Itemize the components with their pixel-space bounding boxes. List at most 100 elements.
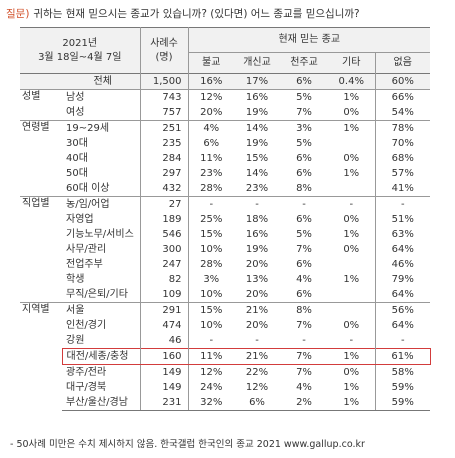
value-cell	[328, 257, 375, 272]
data-row: 인천/경기 474 10% 20% 7% 0% 64%	[20, 318, 430, 333]
question-prefix: 질문)	[6, 8, 30, 20]
row-label: 전체	[62, 73, 140, 90]
value-cell: 1%	[328, 120, 375, 136]
value-cell: 56%	[374, 302, 430, 318]
row-label: 30대	[66, 137, 88, 149]
row-label: 전업주부	[66, 258, 103, 270]
value-cell: 15%	[187, 227, 234, 242]
sample-size: 546	[139, 227, 188, 242]
value-cell: 0%	[343, 213, 360, 225]
value-cell: 54%	[374, 105, 430, 121]
value-cell: -	[374, 333, 430, 349]
data-row: 60대 이상 432 28% 23% 8% 41%	[20, 181, 430, 197]
sample-size: 432	[139, 181, 188, 197]
value-cell: 46%	[374, 257, 430, 272]
value-cell: 7%	[296, 106, 312, 118]
value-cell: 4%	[187, 120, 234, 136]
value-cell: 19%	[245, 243, 269, 255]
value-cell: 13%	[245, 273, 269, 285]
row-label: 남성	[62, 89, 140, 105]
data-row: 연령별 19~29세 251 4% 14% 3% 1% 78%	[20, 120, 430, 197]
value-cell: 1%	[328, 89, 375, 105]
sample-size: 757	[139, 105, 188, 121]
religion-header: 현재 믿는 종교	[187, 27, 430, 53]
footer: - 50사례 미만은 수치 제시하지 않음. 한국갤럽 한국인의 종교 2021…	[10, 439, 365, 450]
sample-size: 251	[139, 120, 188, 136]
value-cell: 3%	[187, 272, 234, 287]
value-cell: 0%	[343, 152, 360, 164]
question-text: 귀하는 현재 믿으시는 종교가 있습니까? (있다면) 어느 종교를 믿으십니까…	[33, 8, 360, 20]
value-cell	[328, 287, 375, 303]
row-label: 서울	[62, 302, 140, 318]
data-row: 직업별 농/임/어업 27- - - - -	[20, 196, 430, 303]
value-cell: 10%	[187, 287, 234, 303]
row-label: 50대	[66, 167, 88, 179]
data-row: 부산/울산/경남 231 32% 6% 2% 1% 59%	[20, 395, 430, 411]
row-label: 60대 이상	[66, 182, 110, 194]
sample-size: 297	[139, 166, 188, 181]
row-label: 19~29세	[62, 120, 140, 136]
value-cell: 5%	[296, 137, 312, 149]
value-cell: 6%	[234, 395, 280, 411]
column-header: 없음	[374, 52, 430, 74]
value-cell: 6%	[296, 213, 312, 225]
sample-size: 474	[139, 318, 188, 333]
row-label: 기능노무/서비스	[66, 228, 134, 240]
value-cell: 14%	[234, 120, 280, 136]
sample-size: 27	[139, 196, 188, 212]
value-cell: 16%	[234, 89, 280, 105]
sample-size: 149	[139, 364, 188, 380]
value-cell: 7%	[280, 348, 328, 365]
value-cell: 25%	[187, 212, 234, 227]
sample-size: 235	[139, 136, 188, 151]
column-header: 불교	[187, 52, 234, 74]
value-cell: 5%	[296, 228, 312, 240]
n-unit: (명)	[155, 51, 173, 63]
value-cell: 68%	[374, 151, 430, 166]
value-cell: 5%	[280, 89, 328, 105]
value-cell: 59%	[374, 380, 430, 395]
value-cell: 1%	[343, 273, 360, 285]
data-row: 여성 757 20% 19% 7% 0% 54%	[20, 105, 430, 121]
data-row: 대전/세종/충청 160 11% 21% 7% 1% 61%	[20, 348, 431, 365]
data-row: 광주/전라 149 12% 22% 7% 0% 58%	[20, 364, 430, 380]
value-cell: 23%	[187, 166, 234, 181]
value-cell: 21%	[234, 348, 280, 365]
sample-size: 284	[139, 151, 188, 166]
value-cell: 20%	[245, 288, 269, 300]
value-cell: 28%	[187, 181, 234, 197]
value-cell: 19%	[245, 137, 269, 149]
value-cell: 64%	[374, 242, 430, 257]
value-cell: 1%	[343, 167, 360, 179]
value-cell: -	[302, 334, 306, 346]
period-header: 2021년 3월 18일~4월 7일	[20, 27, 140, 74]
sample-size: 160	[139, 348, 188, 365]
value-cell: -	[187, 196, 234, 212]
data-row: 성별 남성 743 12% 16% 5% 1% 66%	[20, 89, 430, 121]
value-cell: 15%	[187, 302, 234, 318]
column-header: 기타	[328, 52, 375, 74]
sample-size: 46	[139, 333, 188, 349]
value-cell: 0%	[343, 106, 360, 118]
value-cell: 20%	[245, 258, 269, 270]
value-cell: 7%	[296, 366, 312, 378]
value-cell: 17%	[234, 73, 280, 90]
row-group	[20, 73, 62, 90]
sample-size: 247	[139, 257, 188, 272]
row-label: 농/임/어업	[62, 196, 140, 212]
value-cell: 12%	[187, 364, 234, 380]
sample-size: 300	[139, 242, 188, 257]
row-group: 성별	[20, 89, 62, 121]
value-cell: 18%	[245, 213, 269, 225]
row-label: 광주/전라	[66, 366, 107, 378]
value-cell: 8%	[296, 182, 312, 194]
value-cell: 4%	[296, 381, 312, 393]
value-cell: -	[328, 196, 375, 212]
value-cell: 10%	[187, 318, 234, 333]
value-cell: 7%	[296, 319, 312, 331]
sample-size: 291	[139, 302, 188, 318]
value-cell: 3%	[280, 120, 328, 136]
value-cell: 6%	[296, 288, 312, 300]
row-label: 여성	[66, 106, 85, 118]
column-header: 개신교	[234, 52, 280, 74]
